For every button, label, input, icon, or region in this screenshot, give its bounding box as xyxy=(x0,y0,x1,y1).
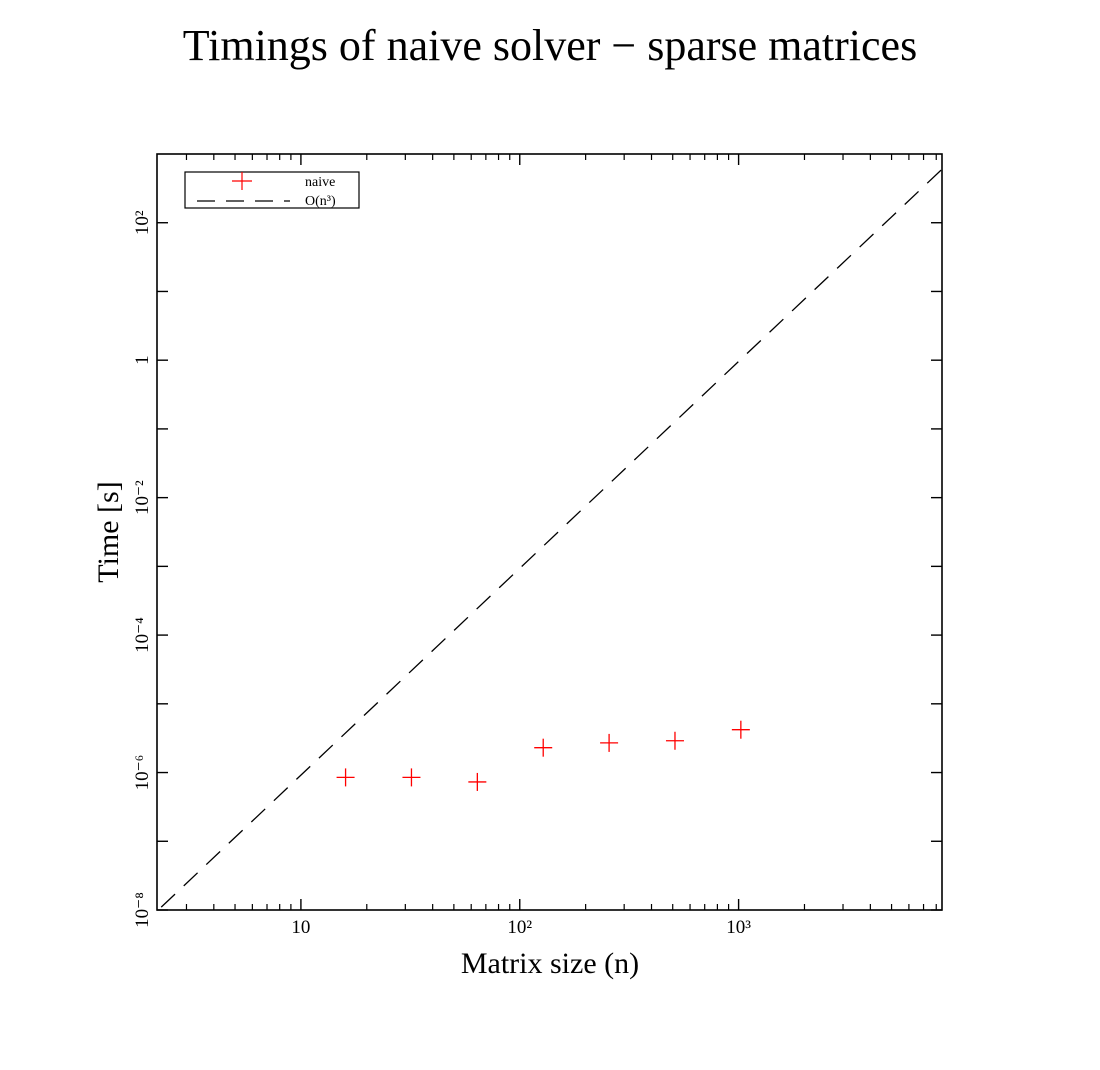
legend-box xyxy=(184,171,360,209)
x-axis-label: Matrix size (n) xyxy=(461,947,639,980)
series-layer xyxy=(160,168,943,908)
legend-marker-naive xyxy=(232,172,252,190)
data-point-naive xyxy=(534,738,553,757)
y-axis-label: Time [s] xyxy=(92,481,125,582)
axis-ticks: 10 10² 10³ 10⁻⁸ 10⁻⁶ 10⁻⁴ 10⁻² 1 10² xyxy=(132,154,942,938)
x-tick-label: 10 xyxy=(291,917,310,938)
data-point-naive xyxy=(336,768,355,787)
x-tick-label: 10² xyxy=(507,917,532,938)
y-tick-label: 10⁻⁴ xyxy=(132,617,153,653)
data-point-naive xyxy=(402,768,421,787)
chart-title: Timings of naive solver − sparse matrice… xyxy=(183,21,917,70)
y-tick-label: 10² xyxy=(132,210,153,235)
y-tick-label: 10⁻⁸ xyxy=(132,892,153,928)
y-tick-label: 1 xyxy=(132,355,153,365)
legend: naive O(n³) xyxy=(184,171,360,209)
data-point-naive xyxy=(731,720,750,739)
x-tick-label: 10³ xyxy=(726,917,751,938)
series-line-o-n3 xyxy=(160,168,943,908)
plot-frame xyxy=(156,153,943,911)
y-tick-label: 10⁻⁶ xyxy=(132,755,153,791)
legend-label-o-n3: O(n³) xyxy=(305,194,336,209)
data-point-naive xyxy=(468,772,487,791)
legend-label-naive: naive xyxy=(305,175,335,190)
data-point-naive xyxy=(665,731,684,750)
data-point-naive xyxy=(600,733,619,752)
y-tick-label: 10⁻² xyxy=(132,480,153,515)
